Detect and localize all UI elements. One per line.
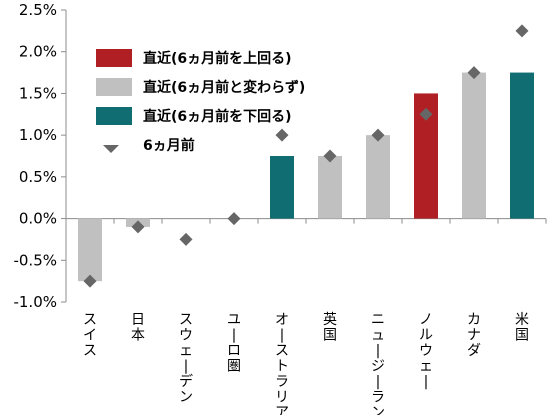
marker-6m-ago (371, 128, 385, 142)
marker-6m-ago (467, 66, 481, 80)
y-tick-label: 1.5% (19, 84, 57, 102)
legend: 直近(6ヵ月前を上回る) 直近(6ヵ月前と変わらず) 直近(6ヵ月前を下回る) 6ヵ月… (96, 49, 305, 154)
y-tick-label: 1.0% (19, 126, 57, 144)
x-tick-label: 英国 (323, 311, 337, 344)
bar (78, 218, 102, 282)
y-tick-label: -1.0% (13, 293, 57, 311)
legend-swatch (96, 78, 132, 96)
y-tick-label: 0.5% (19, 168, 57, 186)
legend-label: 6ヵ月前 (143, 137, 195, 154)
x-tick-label: 米国 (515, 312, 529, 344)
legend-swatch (96, 49, 132, 67)
bars (78, 72, 534, 282)
bar (318, 156, 342, 219)
x-tick-label: ユ|ロ圏 (227, 312, 241, 375)
marker-6m-ago (179, 232, 193, 246)
legend-label: 直近(6ヵ月前と変わらず) (143, 79, 305, 96)
y-tick-label: 2.0% (19, 43, 57, 61)
marker-6m-ago (419, 107, 433, 121)
y-tick-label: -0.5% (13, 251, 57, 269)
x-tick-label: ニュ|ジ|ランド (371, 312, 385, 415)
markers (83, 24, 529, 288)
x-tick-label: 日本 (131, 312, 145, 344)
bar (462, 72, 486, 219)
y-tick-label: 0.0% (19, 210, 57, 228)
marker-6m-ago (275, 128, 289, 142)
x-tick-label: スイス (83, 312, 97, 359)
legend-swatch (103, 145, 119, 153)
x-tick-label: スウェ|デン (179, 312, 193, 406)
x-tick-label: オ|ストラリア (275, 312, 289, 415)
y-tick-labels: 2.5% 2.0% 1.5% 1.0% 0.5% 0.0% -0.5% -1.0% (13, 1, 57, 311)
marker-6m-ago (515, 24, 529, 38)
x-tick-labels: スイス 日本 スウェ|デン ユ|ロ圏 オ|ストラリア 英国 ニュ|ジ|ランド ノルウェ| カナダ… (83, 311, 529, 419)
marker-6m-ago (323, 149, 337, 163)
bar (510, 72, 534, 219)
legend-label: 直近(6ヵ月前を下回る) (143, 108, 292, 125)
x-tick-label: カナダ (467, 312, 481, 359)
marker-6m-ago (227, 212, 241, 226)
marker-6m-ago (131, 220, 145, 234)
legend-swatch (96, 107, 132, 125)
bar (366, 135, 390, 219)
y-tick-label: 2.5% (19, 1, 57, 19)
marker-6m-ago (83, 274, 97, 288)
x-tick-label: ノルウェ| (419, 312, 433, 390)
bar (270, 156, 294, 219)
legend-label: 直近(6ヵ月前を上回る) (143, 50, 292, 67)
